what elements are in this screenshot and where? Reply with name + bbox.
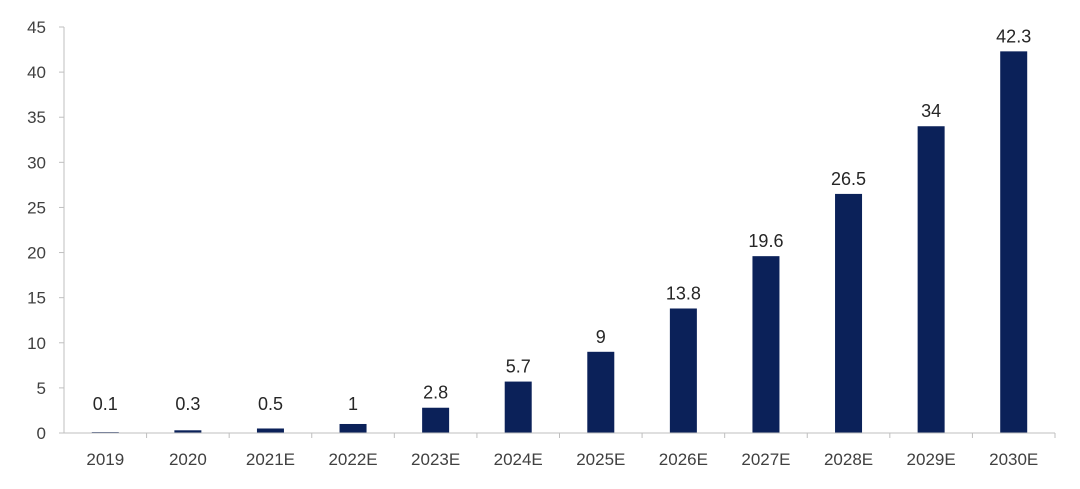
y-tick-label: 35: [27, 108, 46, 127]
data-label-2022E: 1: [348, 394, 358, 414]
data-label-2027E: 19.6: [748, 231, 783, 251]
x-tick-label-2020: 2020: [169, 450, 207, 469]
data-label-2026E: 13.8: [666, 283, 701, 303]
x-tick-label-2029E: 2029E: [907, 450, 956, 469]
y-tick-label: 25: [27, 198, 46, 217]
bar-2023E: [422, 407, 450, 433]
bar-2027E: [752, 256, 780, 433]
data-label-2029E: 34: [921, 101, 941, 121]
x-tick-label-2024E: 2024E: [494, 450, 543, 469]
bar-2025E: [587, 351, 615, 433]
y-tick-label: 15: [27, 289, 46, 308]
x-tick-label-2027E: 2027E: [741, 450, 790, 469]
x-tick-label-2026E: 2026E: [659, 450, 708, 469]
x-tick-label-2019: 2019: [86, 450, 124, 469]
data-label-2023E: 2.8: [423, 383, 448, 403]
data-label-2025E: 9: [596, 327, 606, 347]
x-tick-label-2023E: 2023E: [411, 450, 460, 469]
y-tick-label: 20: [27, 244, 46, 263]
bars: [91, 51, 1028, 434]
x-tick-label-2021E: 2021E: [246, 450, 295, 469]
x-tick-label-2030E: 2030E: [989, 450, 1038, 469]
value-labels: 0.1 0.3 0.5 1 2.8 5.7 9 13.8 19.6 26.5 34 42.3: [93, 26, 1031, 414]
bar-2021E: [256, 428, 284, 433]
bar-2028E: [835, 193, 863, 433]
y-tick-label: 30: [27, 153, 46, 172]
x-tick-label-2025E: 2025E: [576, 450, 625, 469]
x-tick-label-2022E: 2022E: [328, 450, 377, 469]
bar-2024E: [504, 381, 532, 433]
data-label-2028E: 26.5: [831, 169, 866, 189]
y-tick-label: 5: [37, 379, 46, 398]
y-tick-label: 40: [27, 63, 46, 82]
x-tick-label-2028E: 2028E: [824, 450, 873, 469]
data-label-2030E: 42.3: [996, 26, 1031, 46]
y-tick-label: 45: [27, 18, 46, 37]
bar-2029E: [917, 126, 945, 433]
bar-2030E: [1000, 51, 1028, 434]
bar-2022E: [339, 423, 367, 433]
data-label-2019: 0.1: [93, 394, 118, 414]
y-axis: 0 5 10 15 20 25 30 35 40 45: [27, 18, 65, 443]
y-tick-label: 10: [27, 334, 46, 353]
x-axis: 2019 2020 2021E 2022E 2023E 2024E 2025E 2026E 20…: [64, 432, 1056, 469]
bar-2026E: [669, 308, 697, 433]
data-label-2024E: 5.7: [506, 357, 531, 377]
data-label-2021E: 0.5: [258, 394, 283, 414]
data-label-2020: 0.3: [175, 394, 200, 414]
y-tick-label: 0: [37, 424, 46, 443]
bar-2020: [174, 430, 202, 433]
